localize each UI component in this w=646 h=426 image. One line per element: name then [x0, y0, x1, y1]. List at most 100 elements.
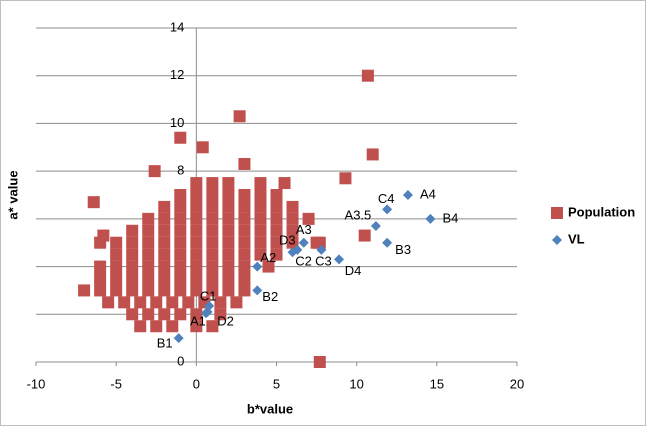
population-point — [190, 284, 203, 297]
population-point — [78, 284, 91, 297]
point-label: B3 — [395, 242, 411, 257]
point-label: B2 — [262, 289, 278, 304]
population-point — [174, 200, 187, 213]
population-point — [254, 236, 267, 249]
y-axis-title: a* value — [5, 170, 20, 219]
point-label: A1 — [190, 314, 206, 329]
population-point — [118, 296, 131, 309]
population-point — [126, 236, 139, 249]
population-point — [206, 224, 219, 237]
population-point — [238, 157, 251, 170]
population-point — [286, 212, 299, 225]
point-label: C1 — [200, 288, 217, 303]
population-point — [222, 272, 235, 285]
population-point — [190, 200, 203, 213]
population-point — [206, 212, 219, 225]
population-point — [142, 272, 155, 285]
population-point — [142, 224, 155, 237]
population-point — [222, 189, 235, 201]
population-point — [158, 224, 171, 237]
population-point — [97, 229, 110, 242]
population-point — [230, 296, 243, 309]
population-point — [94, 284, 107, 297]
population-point — [150, 296, 163, 309]
point-label: C4 — [378, 191, 395, 206]
vl-point — [402, 190, 413, 200]
population-point — [87, 196, 100, 209]
point-label: D3 — [279, 232, 296, 247]
population-point — [196, 141, 209, 154]
population-point — [361, 69, 374, 82]
legend-label: VL — [568, 231, 585, 246]
population-point — [150, 320, 163, 333]
population-point — [190, 260, 203, 273]
population-point — [174, 260, 187, 273]
population-point — [238, 260, 251, 273]
population-point — [174, 248, 187, 261]
y-tick-label: 8 — [177, 163, 184, 178]
population-point — [222, 284, 235, 297]
population-point — [158, 284, 171, 297]
population-point — [174, 236, 187, 249]
population-point — [190, 236, 203, 249]
population-point — [190, 272, 203, 285]
vl-point — [425, 213, 436, 224]
population-point — [313, 236, 326, 249]
population-point — [190, 224, 203, 237]
vl-point — [252, 261, 263, 272]
population-point — [190, 189, 203, 201]
population-point — [270, 236, 283, 249]
population-point — [190, 320, 203, 333]
population-point — [126, 272, 139, 285]
population-point — [206, 177, 219, 190]
vl-point — [334, 254, 345, 265]
population-point — [190, 248, 203, 261]
population-point — [222, 248, 235, 261]
population-point — [174, 212, 187, 225]
y-tick-label: 12 — [170, 67, 184, 82]
point-label: A2 — [260, 250, 276, 265]
population-point — [158, 272, 171, 285]
population-point — [238, 284, 251, 297]
point-label: C3 — [315, 253, 332, 268]
population-point — [254, 189, 267, 201]
population-point — [270, 189, 283, 201]
population-point — [110, 236, 123, 249]
population-point — [166, 320, 179, 333]
vl-point — [202, 306, 213, 317]
population-point — [126, 260, 139, 273]
population-point — [206, 248, 219, 261]
population-point — [142, 236, 155, 249]
population-point — [222, 224, 235, 237]
population-point — [233, 110, 246, 123]
population-point — [206, 260, 219, 273]
population-point — [262, 260, 275, 273]
population-point — [206, 320, 219, 333]
vl-point — [298, 237, 309, 248]
population-point — [94, 272, 107, 285]
point-label: A3 — [296, 222, 312, 237]
vl-point — [252, 285, 263, 296]
population-point — [270, 212, 283, 225]
population-point — [254, 177, 267, 190]
x-tick-label: -5 — [110, 376, 122, 391]
point-label: A3.5 — [345, 207, 372, 222]
population-point — [222, 260, 235, 273]
point-label: B1 — [157, 336, 173, 351]
population-point — [339, 172, 352, 185]
population-point — [366, 148, 379, 161]
population-point — [206, 189, 219, 201]
population-point — [102, 296, 115, 309]
population-point — [238, 189, 251, 201]
population-point — [206, 284, 219, 297]
legend-marker — [552, 235, 562, 245]
population-point — [222, 200, 235, 213]
population-point — [222, 236, 235, 249]
vl-point — [287, 247, 298, 258]
vl-point — [173, 333, 184, 344]
population-point — [126, 224, 139, 237]
population-point — [158, 260, 171, 273]
x-tick-label: -10 — [27, 376, 46, 391]
population-point — [110, 272, 123, 285]
